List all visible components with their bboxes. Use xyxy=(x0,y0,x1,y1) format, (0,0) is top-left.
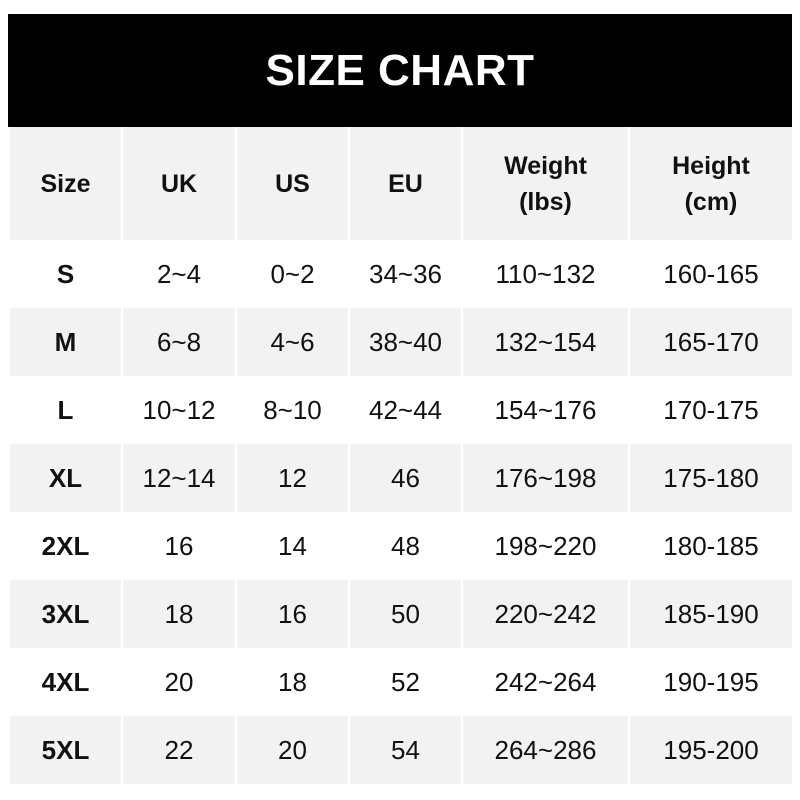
size-table: Size UK US EU Weight (lbs) Height (cm) S 2~4 0~2 3… xyxy=(8,127,794,784)
table-row: M 6~8 4~6 38~40 132~154 165-170 xyxy=(8,308,794,376)
table-cell: 10~12 xyxy=(121,376,237,444)
size-cell: M xyxy=(8,308,123,376)
table-cell: 220~242 xyxy=(461,580,630,648)
size-cell: L xyxy=(8,376,123,444)
column-header: Height (cm) xyxy=(628,127,794,240)
chart-title: SIZE CHART xyxy=(8,14,792,127)
table-cell: 2~4 xyxy=(121,240,237,308)
size-cell: XL xyxy=(8,444,123,512)
table-cell: 190-195 xyxy=(628,648,794,716)
column-header-line: US xyxy=(275,169,310,198)
table-cell: 22 xyxy=(121,716,237,784)
table-cell: 16 xyxy=(121,512,237,580)
column-header-line: UK xyxy=(160,169,198,198)
table-cell: 154~176 xyxy=(461,376,630,444)
column-header: Size xyxy=(8,127,123,240)
table-row: XL 12~14 12 46 176~198 175-180 xyxy=(8,444,794,512)
table-cell: 38~40 xyxy=(348,308,463,376)
table-cell: 4~6 xyxy=(235,308,350,376)
table-row: 5XL 22 20 54 264~286 195-200 xyxy=(8,716,794,784)
column-header: Weight (lbs) xyxy=(461,127,630,240)
column-header-line: (cm) xyxy=(684,187,738,216)
table-row: 4XL 20 18 52 242~264 190-195 xyxy=(8,648,794,716)
table-row: S 2~4 0~2 34~36 110~132 160-165 xyxy=(8,240,794,308)
column-header: UK xyxy=(121,127,237,240)
table-row: L 10~12 8~10 42~44 154~176 170-175 xyxy=(8,376,794,444)
size-chart: SIZE CHART Size UK US EU Weight (lbs) Height (c… xyxy=(8,14,794,784)
table-row: 3XL 18 16 50 220~242 185-190 xyxy=(8,580,794,648)
table-cell: 6~8 xyxy=(121,308,237,376)
table-cell: 195-200 xyxy=(628,716,794,784)
table-cell: 176~198 xyxy=(461,444,630,512)
table-cell: 8~10 xyxy=(235,376,350,444)
size-cell: 5XL xyxy=(8,716,123,784)
table-cell: 34~36 xyxy=(348,240,463,308)
table-cell: 175-180 xyxy=(628,444,794,512)
size-cell: 2XL xyxy=(8,512,123,580)
header-row: Size UK US EU Weight (lbs) Height (cm) xyxy=(8,127,794,240)
table-cell: 110~132 xyxy=(461,240,630,308)
table-cell: 12 xyxy=(235,444,350,512)
table-cell: 18 xyxy=(235,648,350,716)
table-cell: 132~154 xyxy=(461,308,630,376)
table-cell: 0~2 xyxy=(235,240,350,308)
column-header: EU xyxy=(348,127,463,240)
column-header-line: EU xyxy=(388,169,423,198)
table-cell: 16 xyxy=(235,580,350,648)
table-cell: 198~220 xyxy=(461,512,630,580)
table-cell: 12~14 xyxy=(121,444,237,512)
table-cell: 50 xyxy=(348,580,463,648)
table-cell: 20 xyxy=(235,716,350,784)
table-cell: 46 xyxy=(348,444,463,512)
table-cell: 264~286 xyxy=(461,716,630,784)
column-header-line: (lbs) xyxy=(519,187,572,216)
table-cell: 170-175 xyxy=(628,376,794,444)
table-cell: 18 xyxy=(121,580,237,648)
column-header-line: Size xyxy=(40,169,91,198)
table-cell: 185-190 xyxy=(628,580,794,648)
table-cell: 52 xyxy=(348,648,463,716)
column-header: US xyxy=(235,127,350,240)
table-cell: 20 xyxy=(121,648,237,716)
column-header-line: Weight xyxy=(504,151,587,180)
size-cell: 3XL xyxy=(8,580,123,648)
table-row: 2XL 16 14 48 198~220 180-185 xyxy=(8,512,794,580)
table-cell: 242~264 xyxy=(461,648,630,716)
column-header-line: Height xyxy=(672,151,750,180)
table-cell: 160-165 xyxy=(628,240,794,308)
size-cell: S xyxy=(8,240,123,308)
table-cell: 42~44 xyxy=(348,376,463,444)
table-cell: 14 xyxy=(235,512,350,580)
table-cell: 48 xyxy=(348,512,463,580)
table-cell: 165-170 xyxy=(628,308,794,376)
size-cell: 4XL xyxy=(8,648,123,716)
table-cell: 180-185 xyxy=(628,512,794,580)
table-cell: 54 xyxy=(348,716,463,784)
